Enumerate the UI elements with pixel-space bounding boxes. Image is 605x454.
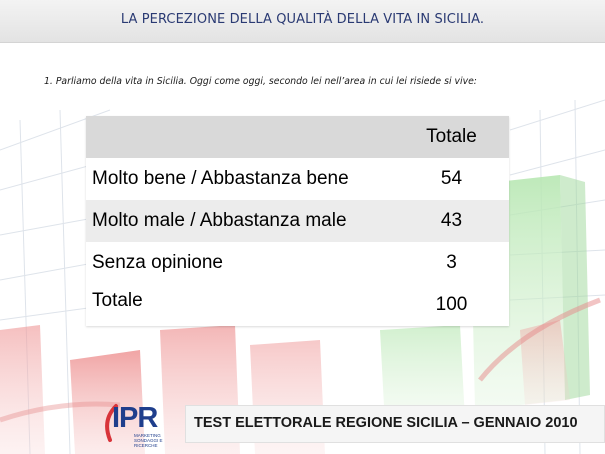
- table-row: Molto male / Abbastanza male 43: [86, 200, 509, 242]
- row-value: 100: [435, 294, 468, 315]
- footer-caption: TEST ELETTORALE REGIONE SICILIA – GENNAI…: [194, 415, 578, 431]
- row-label: Molto bene / Abbastanza bene: [92, 168, 349, 189]
- table-row: Senza opinione 3: [86, 242, 509, 284]
- row-label: Molto male / Abbastanza male: [92, 210, 347, 231]
- footer-caption-box: TEST ELETTORALE REGIONE SICILIA – GENNAI…: [185, 405, 605, 443]
- ipr-logo: IPR MARKETING SONDAGGI E RICERCHE: [100, 400, 182, 448]
- row-value: 3: [446, 252, 457, 273]
- row-label: Totale: [92, 290, 143, 311]
- row-value: 54: [440, 168, 463, 189]
- page-title: LA PERCEZIONE DELLA QUALITÀ DELLA VITA I…: [120, 12, 485, 27]
- footer: IPR MARKETING SONDAGGI E RICERCHE TEST E…: [0, 400, 605, 448]
- table-total-row: Totale 100: [86, 284, 509, 326]
- table-row: Molto bene / Abbastanza bene 54: [86, 158, 509, 200]
- logo-subtext: MARKETING SONDAGGI E RICERCHE: [134, 433, 163, 448]
- row-label: Senza opinione: [92, 252, 223, 273]
- column-header-totale: Totale: [426, 126, 477, 147]
- results-table: Totale Molto bene / Abbastanza bene 54 M…: [86, 116, 509, 326]
- table-header-row: Totale: [86, 116, 509, 158]
- logo-swoosh-icon: [105, 404, 118, 442]
- logo-text: IPR: [112, 402, 158, 434]
- title-bar: LA PERCEZIONE DELLA QUALITÀ DELLA VITA I…: [0, 0, 605, 43]
- row-value: 43: [440, 210, 463, 231]
- survey-question: 1. Parliamo della vita in Sicilia. Oggi …: [44, 76, 477, 87]
